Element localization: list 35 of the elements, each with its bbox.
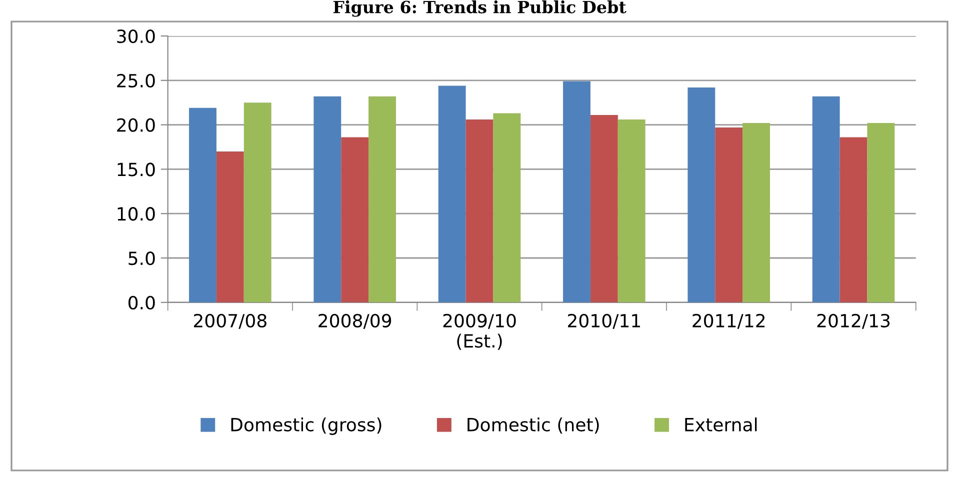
x-tick-label: 2011/12 — [692, 314, 765, 329]
y-tick-label: 5.0 — [128, 251, 155, 266]
legend-label: Domestic (gross) — [231, 417, 382, 435]
bar — [189, 108, 216, 302]
legend-label: External — [685, 417, 757, 432]
legend-label: Domestic (net) — [468, 417, 599, 434]
y-tick-label: 10.0 — [118, 207, 155, 221]
bar — [742, 123, 770, 302]
bar — [244, 102, 272, 302]
bar — [867, 123, 895, 302]
y-tick-label: 15.0 — [118, 162, 155, 176]
bar — [618, 119, 646, 302]
x-tick-label: 2007/08 — [194, 314, 266, 329]
bar — [466, 119, 494, 302]
x-tick-label: 2008/09 — [318, 314, 392, 329]
bar — [493, 113, 521, 302]
bar — [438, 86, 466, 302]
y-tick-label: 0.0 — [128, 296, 155, 310]
bar — [314, 96, 342, 302]
x-tick-label: 2009/10 (Est.) — [443, 314, 516, 350]
x-tick-label: 2012/13 — [817, 314, 890, 329]
bar — [812, 96, 840, 302]
bar — [563, 81, 590, 302]
y-tick-label: 30.0 — [117, 29, 155, 44]
bar — [840, 137, 868, 302]
bar — [216, 151, 244, 302]
bar — [715, 127, 743, 302]
x-tick-label: 2010/11 — [568, 314, 640, 329]
bar — [341, 137, 369, 302]
bar — [688, 88, 716, 302]
y-tick-label: 25.0 — [117, 74, 155, 88]
bar — [368, 96, 396, 302]
y-tick-label: 20.0 — [117, 118, 155, 132]
bar — [590, 115, 618, 302]
chart-title: Figure 6: Trends in Public Debt — [333, 0, 626, 17]
